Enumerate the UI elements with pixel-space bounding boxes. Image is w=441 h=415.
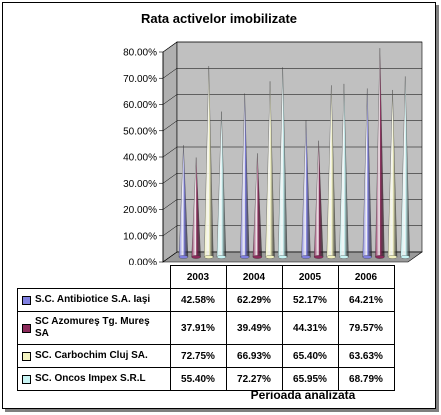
table-cell: 66.93%: [225, 344, 283, 368]
legend-entry-antibiotice: S.C. Antibiotice S.A. Iaşi: [17, 288, 171, 312]
table-cell: 64.21%: [337, 288, 395, 312]
table-cell: 44.31%: [281, 311, 339, 345]
legend-swatch-azomures: [22, 323, 31, 333]
cone-2004-series-2: [265, 81, 275, 259]
table-cell: 65.95%: [281, 367, 339, 391]
table-cell: 52.17%: [281, 288, 339, 312]
legend-swatch-oncos: [22, 374, 31, 384]
gridline: [162, 41, 422, 53]
col-header-2003: 2003: [169, 265, 227, 289]
y-tick-label: 20.00%: [123, 205, 157, 216]
legend-entry-oncos: SC. Oncos Impex S.R.L: [17, 367, 171, 391]
plot-area: 0.00% 10.00% 20.00% 30.00% 40.00% 50.00% 60.00…: [123, 41, 423, 266]
table-cell: 63.63%: [337, 344, 395, 368]
table-cell: 62.29%: [225, 288, 283, 312]
y-tick-label: 60.00%: [123, 100, 157, 111]
cone-2006-series-0: [362, 88, 372, 259]
cone-2005-series-3: [339, 83, 349, 259]
cone-2006-series-2: [387, 89, 398, 259]
col-header-2006: 2006: [337, 265, 395, 289]
y-tick-label: 10.00%: [123, 231, 157, 242]
table-row-oncos: SC. Oncos Impex S.R.L 55.40% 72.27% 65.9…: [17, 367, 395, 391]
table-cell: 79.57%: [337, 311, 395, 345]
cone-2005-series-1: [313, 140, 324, 259]
cone-2004-series-0: [240, 93, 250, 259]
table-cell: 55.40%: [169, 367, 227, 391]
y-tick-label: 40.00%: [123, 153, 157, 164]
gridline: [162, 173, 422, 184]
table-cell: 72.27%: [225, 367, 283, 391]
table-cell: 42.58%: [169, 288, 227, 312]
legend-entry-azomures: SC Azomureş Tg. Mureş SA: [17, 311, 171, 345]
cone-2003-series-2: [204, 66, 214, 259]
cone-2005-series-0: [301, 120, 311, 259]
legend-swatch-carbochim: [22, 351, 31, 361]
chart-title: Rata activelor imobilizate: [140, 11, 298, 26]
cone-2004-series-3: [278, 67, 288, 259]
chart-frame: Rata activelor imobilizate 0.00% 10.00% 20…: [2, 2, 436, 409]
cone-2006-series-1: [375, 48, 385, 259]
data-table: 2003 2004 2005 2006 S.C. Antibiotice S.A…: [17, 265, 395, 391]
cone-2003-series-3: [216, 111, 227, 259]
table-row-antibiotice: S.C. Antibiotice S.A. Iaşi 42.58% 62.29%…: [17, 288, 395, 312]
y-tick-label: 0.00%: [129, 258, 157, 266]
table-row-carbochim: SC. Carbochim Cluj SA. 72.75% 66.93% 65.…: [17, 344, 395, 368]
gridline: [162, 120, 422, 131]
cone-2003-series-1: [191, 157, 201, 259]
x-axis-label: Perioada analizata: [250, 388, 356, 402]
table-corner: [17, 265, 171, 289]
table-cell: 65.40%: [281, 344, 339, 368]
cone-2004-series-1: [252, 153, 263, 259]
gridline: [162, 199, 422, 210]
table-cell: 72.75%: [169, 344, 227, 368]
table-cell: 68.79%: [337, 367, 395, 391]
cone-2003-series-0: [178, 145, 189, 259]
gridline: [162, 68, 422, 79]
legend-entry-carbochim: SC. Carbochim Cluj SA.: [17, 344, 171, 368]
col-header-2004: 2004: [225, 265, 283, 289]
legend-swatch-antibiotice: [22, 295, 31, 305]
cone-2006-series-3: [400, 76, 410, 259]
legend-label-carbochim: SC. Carbochim Cluj SA.: [35, 350, 148, 361]
cone-2005-series-2: [326, 85, 336, 259]
table-row-azomures: SC Azomureş Tg. Mureş SA 37.91% 39.49% 4…: [17, 311, 395, 345]
y-tick-label: 50.00%: [123, 126, 157, 137]
y-tick-label: 30.00%: [123, 179, 157, 190]
table-cell: 39.49%: [225, 311, 283, 345]
legend-label-oncos: SC. Oncos Impex S.R.L: [35, 373, 146, 384]
legend-label-azomures: SC Azomureş Tg. Mureş SA: [35, 316, 150, 339]
table-cell: 37.91%: [169, 311, 227, 345]
legend-label-antibiotice: S.C. Antibiotice S.A. Iaşi: [35, 294, 151, 305]
y-tick-label: 80.00%: [123, 48, 157, 59]
gridline: [162, 146, 422, 158]
y-tick-label: 70.00%: [123, 74, 157, 85]
col-header-2005: 2005: [281, 265, 339, 289]
table-header-row: 2003 2004 2005 2006: [17, 265, 395, 289]
gridline: [162, 94, 422, 105]
